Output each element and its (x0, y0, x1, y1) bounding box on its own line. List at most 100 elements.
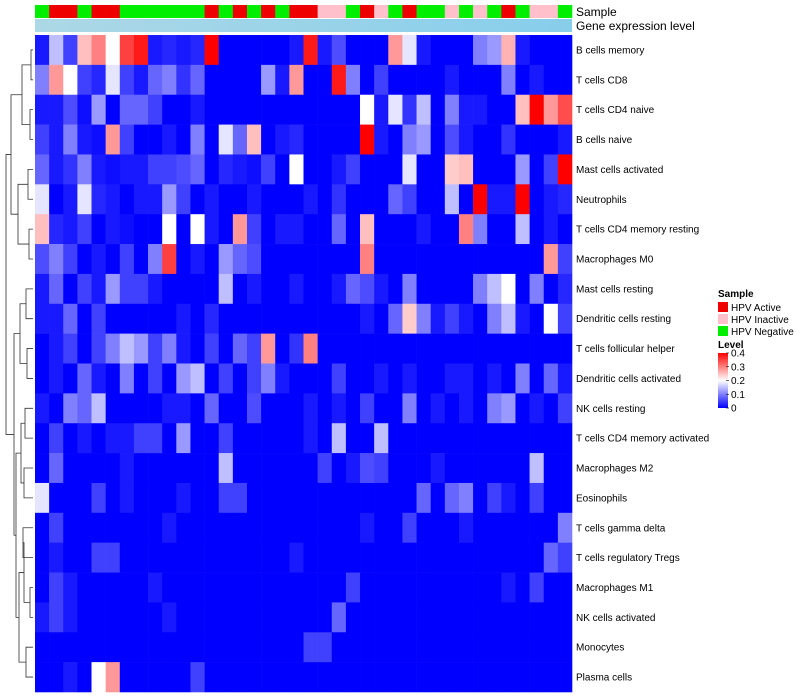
sample-annotation-cell (303, 5, 318, 18)
heatmap-cell (360, 273, 375, 305)
heatmap-cell (35, 572, 50, 603)
heatmap-cell (232, 572, 248, 603)
heatmap-cell (63, 333, 78, 364)
heatmap-cell (232, 214, 248, 245)
heatmap-cell (49, 662, 64, 693)
heatmap-cell (543, 572, 559, 603)
heatmap-cell (275, 35, 290, 66)
heatmap-cell (162, 184, 177, 215)
row-label: T cells gamma delta (576, 523, 666, 534)
heatmap-cell (487, 244, 502, 275)
heatmap-cell (119, 482, 135, 514)
row-label: T cells CD4 memory resting (576, 225, 699, 236)
heatmap-cell (63, 35, 78, 66)
heatmap-cell (416, 154, 431, 185)
heatmap-cell (374, 154, 389, 185)
heatmap-cell (501, 512, 516, 543)
heatmap-cell (133, 572, 149, 603)
heatmap-cell (331, 572, 347, 603)
heatmap-cell (204, 333, 220, 364)
heatmap-cell (261, 363, 276, 394)
heatmap-cell (473, 423, 488, 454)
heatmap-cell (261, 542, 276, 573)
heatmap-cell (374, 662, 389, 693)
heatmap-cell (487, 214, 502, 245)
heatmap-cell (416, 94, 431, 125)
heatmap-cell (77, 333, 92, 364)
heatmap-cell (190, 214, 205, 245)
sample-annotation-cell (444, 5, 460, 18)
heatmap-cell (557, 333, 573, 364)
heatmap-cell (529, 662, 545, 693)
heatmap-cell (303, 273, 318, 305)
heatmap-cell (77, 124, 92, 155)
heatmap-cell (176, 303, 191, 334)
heatmap-cell (473, 184, 488, 215)
heatmap-cell (360, 124, 375, 155)
heatmap-cell (345, 363, 361, 394)
heatmap-cell (162, 273, 177, 305)
heatmap-cell (35, 124, 50, 155)
heatmap-cell (77, 602, 92, 633)
heatmap-cell (148, 512, 163, 543)
heatmap-cell (176, 602, 191, 633)
heatmap-cell (416, 214, 431, 245)
heatmap-cell (303, 482, 318, 514)
heatmap-cell (148, 632, 163, 663)
heatmap-cell (430, 572, 446, 603)
heatmap-cell (204, 303, 220, 334)
heatmap-cell (444, 64, 460, 96)
heatmap-cell (176, 64, 191, 96)
heatmap-cell (190, 244, 205, 275)
heatmap-cell (289, 363, 304, 394)
heatmap-cell (204, 273, 220, 305)
heatmap-cell (119, 124, 135, 155)
heatmap-cell (515, 632, 530, 663)
heatmap-cell (529, 64, 545, 96)
heatmap-cell (515, 94, 530, 125)
heatmap-cell (374, 602, 389, 633)
heatmap-cell (487, 303, 502, 334)
heatmap-cell (557, 512, 573, 543)
heatmap-cell (473, 482, 488, 514)
heatmap-cell (430, 184, 446, 215)
heatmap-cell (303, 94, 318, 125)
legend-tick-label: 0.4 (731, 349, 745, 360)
heatmap-cell (133, 94, 149, 125)
heatmap-cell (501, 423, 516, 454)
heatmap-cell (331, 482, 347, 514)
heatmap-cell (63, 64, 78, 96)
heatmap-cell (331, 393, 347, 424)
heatmap-cell (331, 303, 347, 334)
heatmap-cell (63, 124, 78, 155)
heatmap-cell (402, 363, 417, 394)
heatmap-cell (557, 214, 573, 245)
heatmap-cell (148, 482, 163, 514)
heatmap-cell (289, 35, 304, 66)
heatmap-cell (303, 393, 318, 424)
heatmap-cell (162, 303, 177, 334)
heatmap-cell (77, 184, 92, 215)
heatmap-cell (35, 363, 50, 394)
sample-annotation-cell (261, 5, 276, 18)
heatmap-cell (557, 542, 573, 573)
heatmap-cell (501, 482, 516, 514)
heatmap-cell (162, 453, 177, 484)
heatmap-cell (501, 303, 516, 334)
heatmap-cell (374, 214, 389, 245)
heatmap-cell (331, 273, 347, 305)
heatmap-cells (35, 35, 573, 693)
heatmap-cell (473, 333, 488, 364)
heatmap-cell (557, 94, 573, 125)
heatmap-cell (275, 363, 290, 394)
heatmap-cell (529, 94, 545, 125)
heatmap-cell (49, 632, 64, 663)
heatmap-cell (91, 35, 106, 66)
heatmap-cell (105, 244, 121, 275)
heatmap-cell (119, 542, 135, 573)
heatmap-cell (246, 393, 262, 424)
heatmap-cell (402, 572, 417, 603)
heatmap-cell (261, 94, 276, 125)
heatmap-cell (430, 64, 446, 96)
heatmap-cell (190, 333, 205, 364)
